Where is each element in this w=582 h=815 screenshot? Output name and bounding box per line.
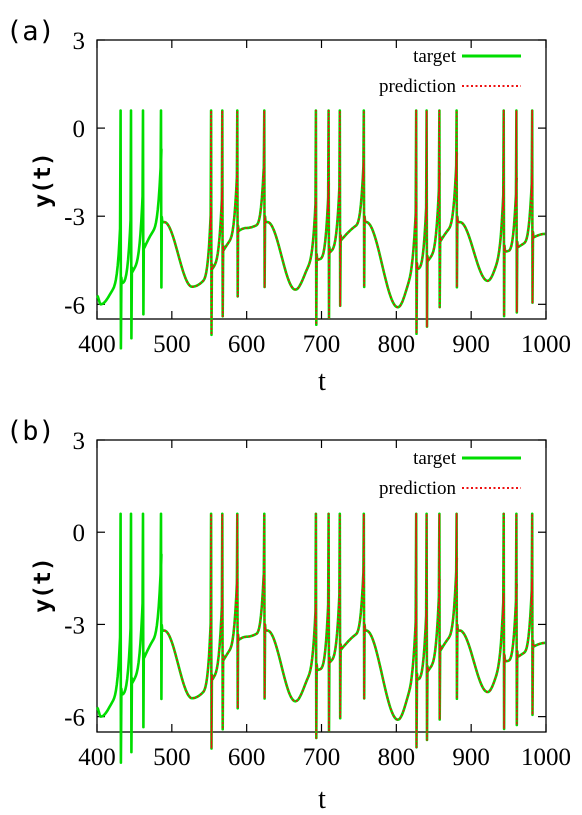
- panel-b-legend: target prediction: [379, 448, 521, 499]
- panel-b-xlabel: t: [318, 784, 326, 815]
- panel-b-xtick-label: 400: [78, 744, 116, 771]
- panel-a-ytick-label: 3: [73, 28, 86, 55]
- panel-a-xtick-label: 900: [452, 331, 490, 358]
- panel-b-plot-area: [95, 512, 546, 764]
- panel-a-plot-area: [95, 109, 546, 350]
- panel-b-ylabel: y(t): [30, 557, 56, 612]
- panel-a-ytick-label: -3: [64, 204, 85, 231]
- panel-a-xtick-label: 600: [228, 331, 266, 358]
- panel-b-frame: [96, 439, 547, 733]
- panel-b-xtick-label: 900: [452, 744, 490, 771]
- panel-b-xtick-label: 600: [228, 744, 266, 771]
- panel-b-legend-prediction: prediction: [379, 478, 457, 499]
- panel-a-xtick-label: 1000: [521, 331, 571, 358]
- panel-b-xtick-label: 500: [153, 744, 191, 771]
- panel-a-letter: (a): [6, 16, 55, 47]
- panel-a-xtick-label: 800: [378, 331, 416, 358]
- panel-a-legend: target prediction: [379, 46, 521, 97]
- panel-b-ytick-label: 0: [73, 520, 86, 547]
- panel-b-xtick-label: 1000: [521, 744, 571, 771]
- panel-b-series-prediction: [164, 513, 546, 750]
- panel-a-ytick-label: 0: [73, 116, 86, 143]
- panel-a-ticks: 400 500 600 700 800 900 1000 3 0 -3 -6: [64, 28, 571, 358]
- panel-b-xtick-label: 700: [303, 744, 341, 771]
- panel-b-letter: (b): [6, 416, 55, 447]
- panel-a-xtick-label: 700: [303, 331, 341, 358]
- panel-a-legend-prediction: prediction: [379, 76, 457, 97]
- panel-a-xtick-label: 400: [78, 331, 116, 358]
- panel-b-ytick-label: -6: [64, 705, 85, 732]
- panel-a-ylabel: y(t): [30, 152, 56, 207]
- panel-b-xtick-label: 800: [378, 744, 416, 771]
- panel-a-legend-target: target: [413, 46, 457, 67]
- panel-a-xlabel: t: [318, 366, 326, 397]
- panel-a-frame: [96, 39, 547, 320]
- panel-b-series-target: [95, 512, 546, 764]
- panel-a-ytick-label: -6: [64, 292, 85, 319]
- panel-b-ticks: 400 500 600 700 800 900 1000 3 0 -3 -6: [64, 428, 571, 771]
- panel-b-ytick-label: -3: [64, 612, 85, 639]
- panel-b-legend-target: target: [413, 448, 457, 469]
- panel-a-xtick-label: 500: [153, 331, 191, 358]
- panel-b-ytick-label: 3: [73, 428, 86, 455]
